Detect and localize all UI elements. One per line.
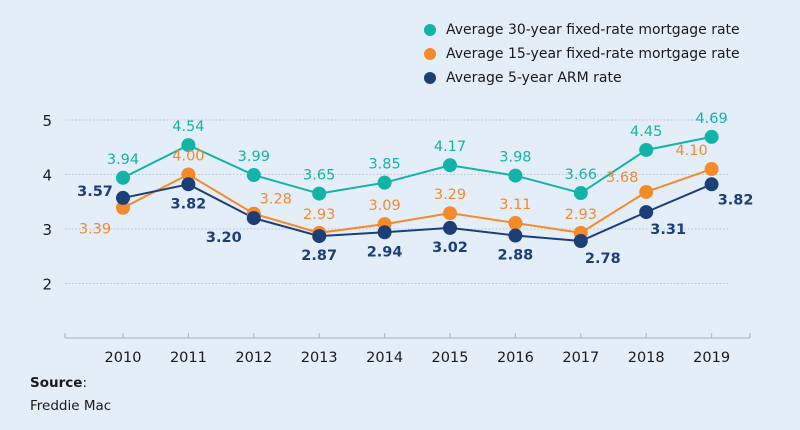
data-label: 3.02	[432, 240, 468, 256]
x-tick-label: 2015	[432, 350, 469, 366]
data-label: 3.85	[368, 157, 400, 173]
series-line-2	[122, 183, 712, 243]
data-label: 3.20	[206, 230, 242, 246]
legend-item-15yr: Average 15-year fixed-rate mortgage rate	[424, 42, 740, 66]
data-label: 2.93	[303, 207, 335, 223]
data-point	[704, 162, 719, 177]
data-label: 3.29	[434, 187, 466, 203]
y-tick-label: 3	[42, 221, 52, 239]
x-tick-label: 2019	[693, 350, 730, 366]
data-label: 3.28	[260, 192, 292, 208]
x-tick-label: 2014	[366, 350, 403, 366]
source-label: Source	[30, 375, 83, 391]
data-label: 4.10	[675, 143, 707, 159]
legend-dot-30yr-icon	[424, 24, 436, 36]
y-tick-label: 2	[42, 276, 52, 294]
data-label: 3.82	[171, 196, 207, 212]
data-label: 4.69	[695, 111, 727, 127]
data-point	[181, 167, 196, 182]
y-tick-label: 4	[42, 167, 52, 185]
x-tick-label: 2012	[235, 350, 272, 366]
data-label: 3.65	[303, 168, 335, 184]
data-point	[377, 175, 392, 190]
data-point	[508, 228, 523, 243]
legend-label-30yr: Average 30-year fixed-rate mortgage rate	[446, 22, 740, 38]
data-point	[181, 177, 196, 192]
data-point	[246, 168, 261, 183]
x-axis: 2010 2011 2012 2013 2014 2015 2016 2017 2018 2019	[64, 333, 751, 366]
legend-item-arm: Average 5-year ARM rate	[424, 66, 740, 90]
data-label: 3.99	[238, 149, 270, 165]
data-point	[704, 177, 719, 192]
source-colon: :	[82, 375, 87, 391]
data-point	[312, 186, 327, 201]
x-tick-label: 2010	[105, 350, 142, 366]
x-tick-label: 2017	[562, 350, 599, 366]
legend-label-arm: Average 5-year ARM rate	[446, 70, 622, 86]
data-label: 2.78	[585, 251, 621, 267]
data-label: 4.17	[434, 139, 466, 155]
x-tick-label: 2016	[497, 350, 534, 366]
data-point	[377, 225, 392, 240]
gridlines	[65, 119, 730, 284]
data-point	[443, 158, 457, 173]
data-label: 2.94	[367, 244, 403, 260]
data-point	[508, 168, 523, 183]
series-line-1	[122, 168, 712, 234]
data-point	[639, 142, 654, 157]
data-point	[443, 206, 457, 221]
data-point	[116, 190, 130, 205]
data-labels: 3.94 4.54 3.99 3.65 3.85 4.17 3.98 3.66 4.45 4.69…	[77, 111, 753, 267]
legend: Average 30-year fixed-rate mortgage rate…	[424, 18, 740, 90]
legend-dot-15yr-icon	[424, 48, 436, 60]
data-point	[704, 129, 719, 144]
data-label: 2.87	[301, 248, 337, 264]
data-point	[639, 184, 654, 199]
data-point	[443, 220, 457, 235]
data-point	[508, 216, 523, 231]
x-tick-label: 2018	[628, 350, 665, 366]
legend-item-30yr: Average 30-year fixed-rate mortgage rate	[424, 18, 740, 42]
data-label: 2.88	[498, 248, 534, 264]
data-label: 4.45	[630, 124, 662, 140]
data-label: 3.66	[565, 167, 597, 183]
legend-label-15yr: Average 15-year fixed-rate mortgage rate	[446, 46, 740, 62]
source-note: Source: Freddie Mac	[30, 372, 111, 418]
data-point	[573, 233, 588, 248]
data-label: 3.82	[718, 192, 754, 208]
data-label: 3.11	[499, 197, 531, 213]
source-text: Freddie Mac	[30, 398, 112, 414]
x-tick-label: 2011	[170, 350, 207, 366]
series-points	[116, 129, 719, 248]
series-lines	[122, 135, 712, 243]
data-point	[639, 205, 654, 220]
y-tick-label: 5	[42, 112, 52, 130]
data-point	[116, 170, 130, 185]
data-point	[246, 211, 261, 226]
legend-dot-arm-icon	[424, 72, 436, 84]
data-point	[312, 229, 327, 244]
data-label: 3.39	[79, 222, 111, 238]
data-label: 2.93	[565, 207, 597, 223]
x-tick-label: 2013	[301, 350, 338, 366]
data-point	[116, 200, 130, 215]
data-label: 4.54	[172, 119, 204, 135]
series-line-0	[122, 135, 712, 195]
data-label: 4.00	[172, 149, 204, 165]
data-point	[573, 186, 588, 201]
data-label: 3.94	[107, 152, 139, 168]
data-label: 3.09	[368, 198, 400, 214]
data-label: 3.68	[606, 170, 638, 186]
data-label: 3.57	[77, 184, 113, 200]
y-axis: 2 3 4 5	[42, 112, 52, 294]
data-point	[181, 138, 196, 153]
data-label: 3.98	[499, 150, 531, 166]
data-label: 3.31	[650, 222, 686, 238]
